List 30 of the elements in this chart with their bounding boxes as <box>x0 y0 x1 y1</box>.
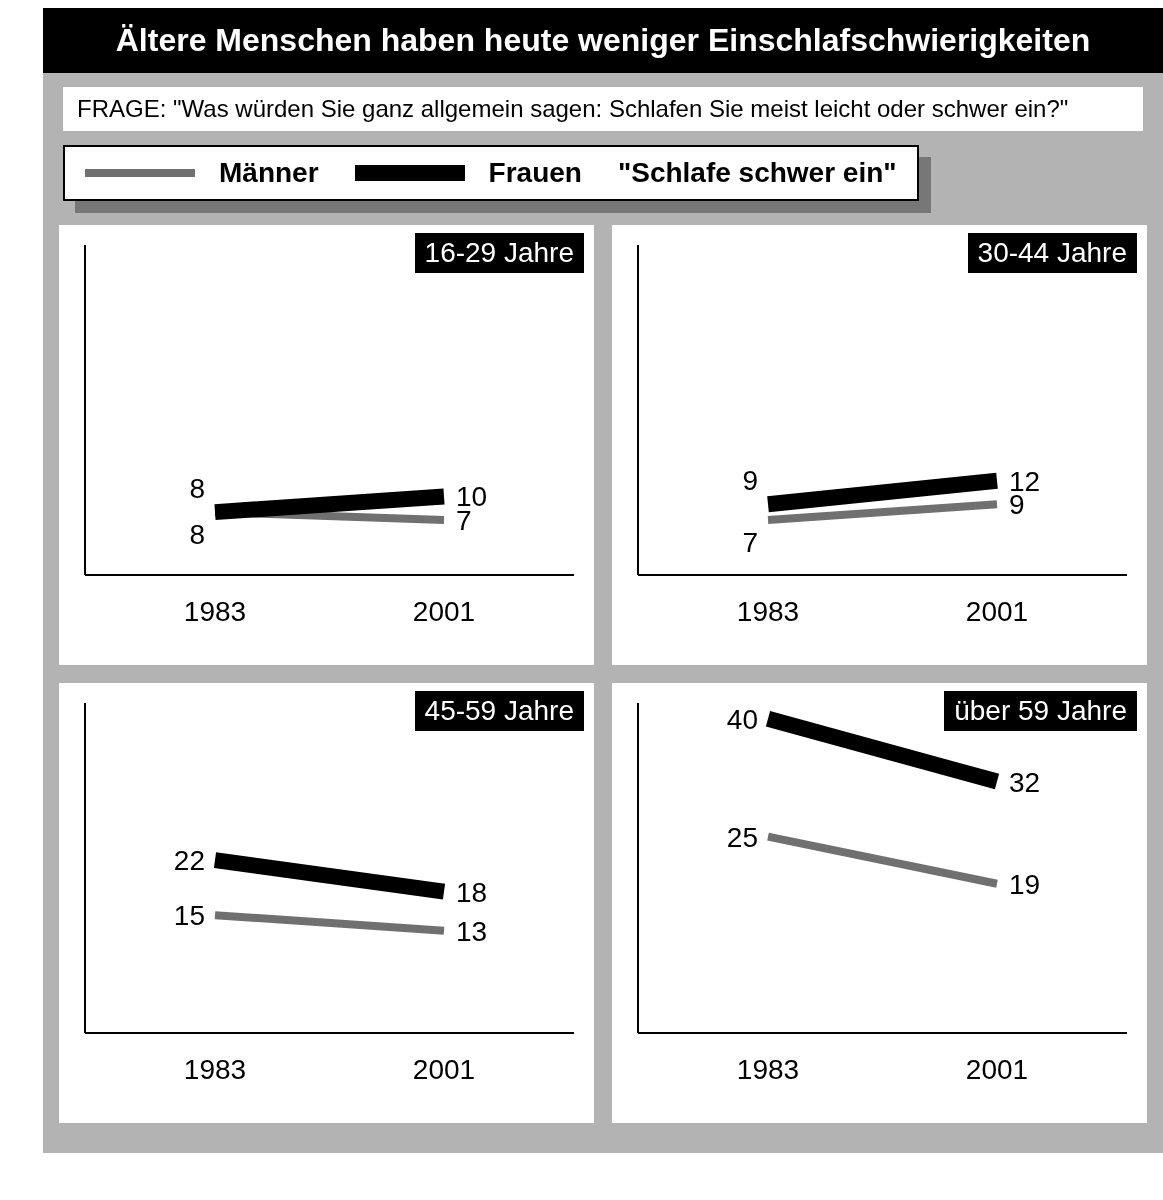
chart-title: 30-44 Jahre <box>967 233 1137 273</box>
data-label: 19 <box>1009 868 1041 900</box>
data-label: 32 <box>1009 766 1041 798</box>
data-label: 7 <box>456 505 472 536</box>
x-tick-label: 1983 <box>736 595 800 627</box>
x-tick-label: 1983 <box>736 1053 800 1085</box>
x-tick-label: 1983 <box>183 1053 247 1085</box>
legend-label: Frauen <box>488 157 582 189</box>
x-tick-label: 2001 <box>412 595 476 627</box>
data-label: 7 <box>742 527 758 558</box>
data-label: 9 <box>742 465 758 497</box>
data-label: 25 <box>726 821 758 853</box>
text: FRAGE: "Was würden Sie ganz allgemein sagen: Schlafen Sie meist leicht oder schwer ein?" <box>63 87 1143 131</box>
data-label: 18 <box>456 876 488 908</box>
text: Ältere Menschen haben heute weniger Einschlafschwierigkeiten <box>43 8 1163 73</box>
legend-title: "Schlafe schwer ein" <box>617 157 897 189</box>
data-label: 8 <box>189 519 205 551</box>
x-tick-label: 2001 <box>965 595 1029 627</box>
chart-title: 16-29 Jahre <box>414 233 584 273</box>
x-tick-label: 2001 <box>965 1053 1029 1085</box>
x-tick-label: 1983 <box>183 595 247 627</box>
x-tick-label: 2001 <box>412 1053 476 1085</box>
data-label: 13 <box>456 915 488 947</box>
data-label: 22 <box>173 845 205 877</box>
legend-label: Männer <box>219 157 319 189</box>
chart-title: 45-59 Jahre <box>414 691 584 731</box>
data-label: 40 <box>726 703 758 735</box>
data-label: 8 <box>189 473 205 505</box>
chart-title: über 59 Jahre <box>944 691 1137 731</box>
data-label: 15 <box>173 900 205 932</box>
